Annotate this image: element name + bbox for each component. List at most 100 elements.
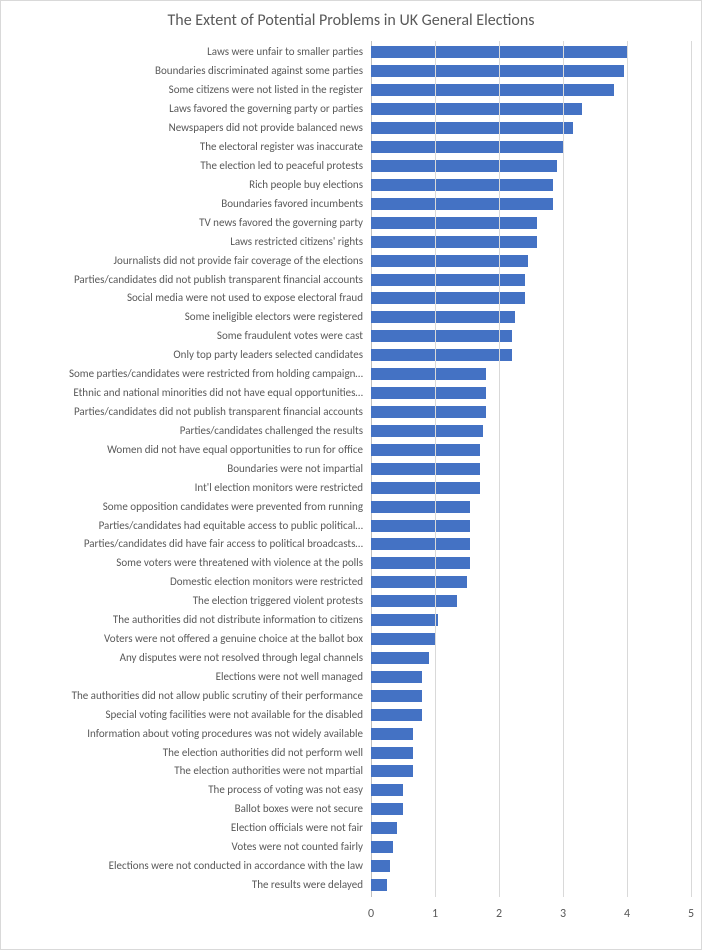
y-tick-label: The process of voting was not easy <box>1 784 367 796</box>
chart-container: The Extent of Potential Problems in UK G… <box>0 0 702 950</box>
bar <box>371 860 390 872</box>
gridline <box>691 41 692 897</box>
y-tick-label: Any disputes were not resolved through l… <box>1 652 367 664</box>
y-tick-label: The electoral register was inaccurate <box>1 141 367 153</box>
y-tick-label: Voters were not offered a genuine choice… <box>1 633 367 645</box>
y-tick-label: Some citizens were not listed in the reg… <box>1 84 367 96</box>
bar <box>371 690 422 702</box>
bar <box>371 576 467 588</box>
y-tick-label: Domestic election monitors were restrict… <box>1 576 367 588</box>
bar <box>371 501 470 513</box>
y-tick-label: Information about voting procedures was … <box>1 728 367 740</box>
x-tick-label: 3 <box>560 907 566 921</box>
bar <box>371 482 480 494</box>
y-tick-label: The election led to peaceful protests <box>1 160 367 172</box>
x-tick-label: 2 <box>496 907 502 921</box>
bar <box>371 84 614 96</box>
y-tick-label: Boundaries were not impartial <box>1 463 367 475</box>
y-tick-label: TV news favored the governing party <box>1 217 367 229</box>
y-tick-label: Laws restricted citizens' rights <box>1 236 367 248</box>
x-tick-label: 4 <box>624 907 630 921</box>
y-tick-label: Ethnic and national minorities did not h… <box>1 387 367 399</box>
y-tick-label: Newspapers did not provide balanced news <box>1 122 367 134</box>
y-tick-label: Only top party leaders selected candidat… <box>1 349 367 361</box>
bar <box>371 841 393 853</box>
y-tick-label: Laws favored the governing party or part… <box>1 103 367 115</box>
bar <box>371 822 397 834</box>
y-tick-label: Votes were not counted fairly <box>1 841 367 853</box>
y-tick-label: Rich people buy elections <box>1 179 367 191</box>
y-tick-label: The election authorities did not perform… <box>1 747 367 759</box>
bar <box>371 198 553 210</box>
y-tick-label: The authorities did not distribute infor… <box>1 614 367 626</box>
bar <box>371 709 422 721</box>
bar <box>371 65 624 77</box>
y-tick-label: Parties/candidates did have fair access … <box>1 538 367 550</box>
y-tick-label: Some parties/candidates were restricted … <box>1 368 367 380</box>
y-tick-label: Boundaries discriminated against some pa… <box>1 65 367 77</box>
y-tick-label: Parties/candidates did not publish trans… <box>1 406 367 418</box>
bar <box>371 236 537 248</box>
y-tick-label: Elections were not conducted in accordan… <box>1 860 367 872</box>
bar <box>371 747 413 759</box>
bar <box>371 122 573 134</box>
bar <box>371 179 553 191</box>
bar <box>371 349 512 361</box>
bar <box>371 879 387 891</box>
bar <box>371 406 486 418</box>
y-tick-label: Parties/candidates challenged the result… <box>1 425 367 437</box>
gridline <box>499 41 500 897</box>
y-tick-label: Parties/candidates had equitable access … <box>1 520 367 532</box>
y-tick-label: Parties/candidates did not publish trans… <box>1 274 367 286</box>
bar <box>371 784 403 796</box>
y-tick-label: Boundaries favored incumbents <box>1 198 367 210</box>
y-tick-label: Some ineligible electors were registered <box>1 311 367 323</box>
bar <box>371 728 413 740</box>
x-tick-label: 1 <box>432 907 438 921</box>
bar <box>371 387 486 399</box>
y-tick-label: Some fraudulent votes were cast <box>1 330 367 342</box>
bar <box>371 255 528 267</box>
bar <box>371 538 470 550</box>
gridline <box>563 41 564 897</box>
bar <box>371 765 413 777</box>
bar <box>371 652 429 664</box>
y-tick-label: The results were delayed <box>1 879 367 891</box>
gridline <box>435 41 436 897</box>
y-tick-label: The election triggered violent protests <box>1 595 367 607</box>
y-tick-label: The election authorities were not mparti… <box>1 765 367 777</box>
y-tick-label: Laws were unfair to smaller parties <box>1 46 367 58</box>
bar <box>371 217 537 229</box>
bar <box>371 160 557 172</box>
bar <box>371 103 582 115</box>
x-tick-label: 5 <box>688 907 694 921</box>
bar <box>371 633 435 645</box>
bar <box>371 671 422 683</box>
x-tick-label: 0 <box>368 907 374 921</box>
bar <box>371 803 403 815</box>
y-tick-label: Int'l election monitors were restricted <box>1 482 367 494</box>
bar <box>371 444 480 456</box>
gridline <box>627 41 628 897</box>
y-tick-label: Special voting facilities were not avail… <box>1 709 367 721</box>
y-tick-label: Ballot boxes were not secure <box>1 803 367 815</box>
y-tick-label: Journalists did not provide fair coverag… <box>1 255 367 267</box>
chart-title: The Extent of Potential Problems in UK G… <box>1 11 701 30</box>
bar <box>371 292 525 304</box>
bar <box>371 368 486 380</box>
y-tick-label: Social media were not used to expose ele… <box>1 292 367 304</box>
bar <box>371 595 457 607</box>
bar <box>371 274 525 286</box>
y-tick-label: Women did not have equal opportunities t… <box>1 444 367 456</box>
y-tick-label: The authorities did not allow public scr… <box>1 690 367 702</box>
bar <box>371 614 438 626</box>
y-tick-label: Election officials were not fair <box>1 822 367 834</box>
bar <box>371 311 515 323</box>
bar <box>371 330 512 342</box>
bars-wrap <box>371 41 691 897</box>
bar <box>371 557 470 569</box>
bar <box>371 520 470 532</box>
plot-area: 0 1 2 3 4 5 <box>371 41 691 921</box>
y-tick-label: Some opposition candidates were prevente… <box>1 501 367 513</box>
y-axis-labels: Laws were unfair to smaller parties Bound… <box>1 41 367 897</box>
